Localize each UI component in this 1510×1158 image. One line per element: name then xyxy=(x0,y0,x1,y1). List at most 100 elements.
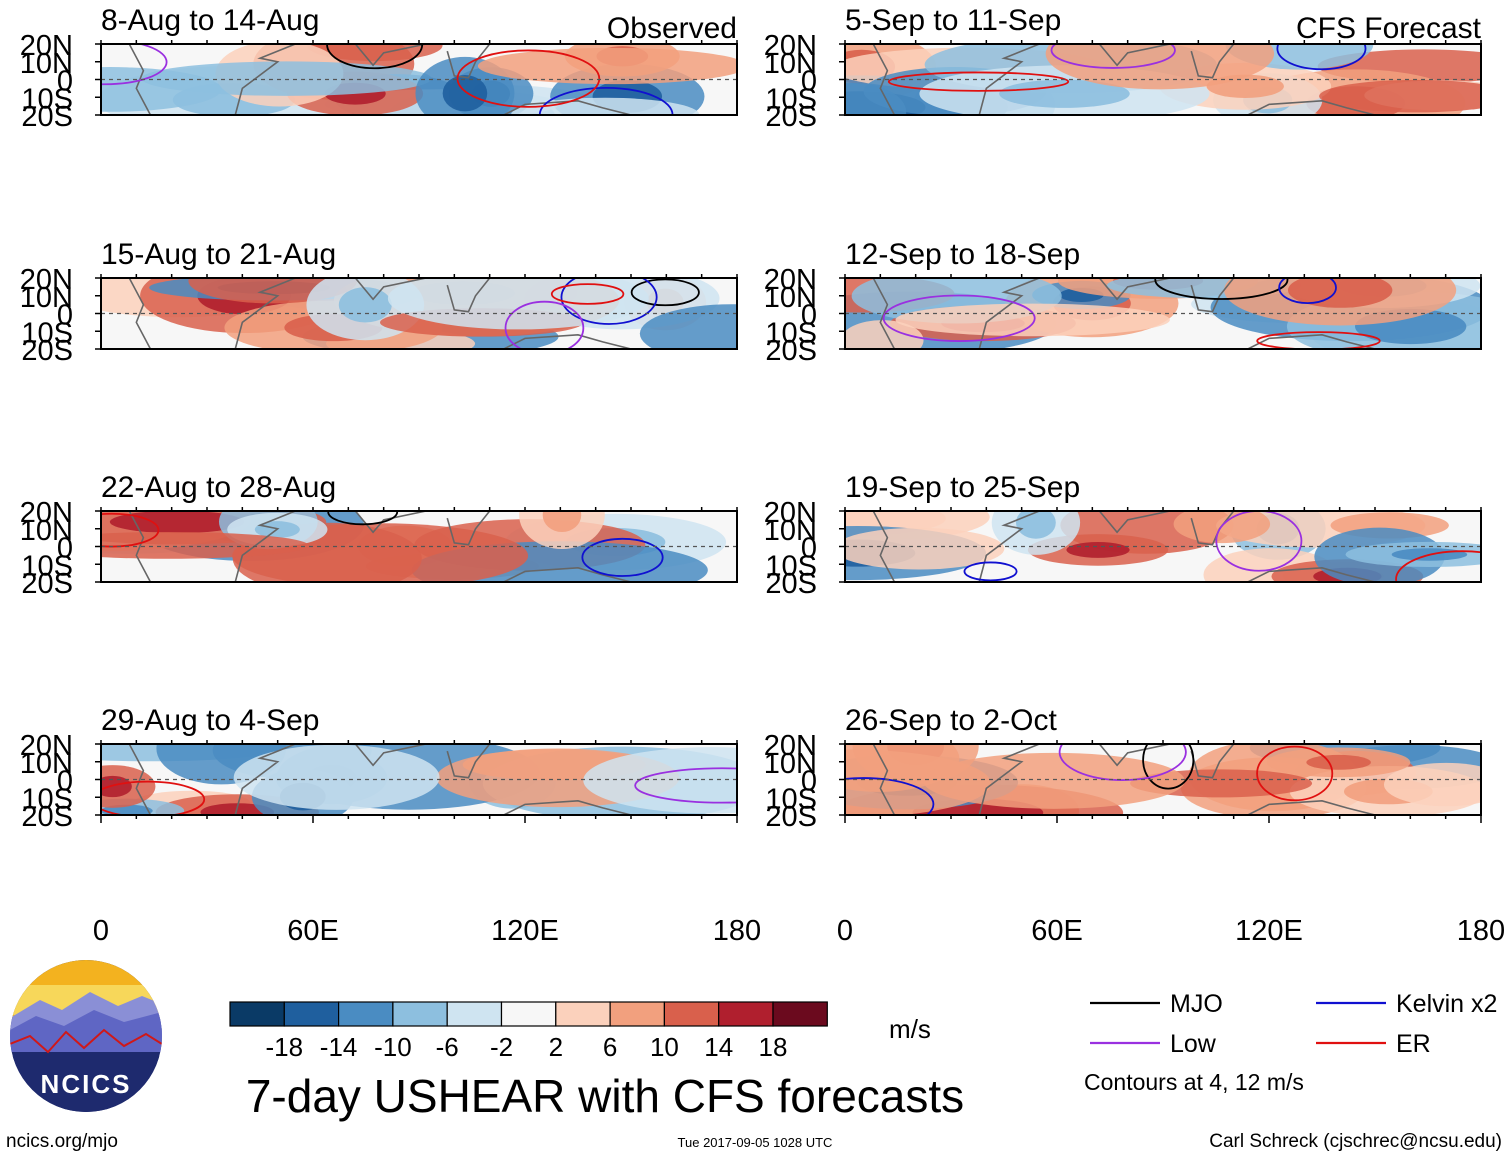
y-tick-label: 10S xyxy=(21,317,73,349)
wave-contour xyxy=(550,283,625,305)
y-tick-label: 10N xyxy=(764,282,817,314)
y-tick-label: 10S xyxy=(765,783,817,815)
shading-cell xyxy=(923,752,1185,809)
y-tick-label: 10N xyxy=(20,515,73,547)
coastline xyxy=(128,511,632,582)
colorbar-swatch xyxy=(283,1001,340,1027)
colorbar-tick-label: 6 xyxy=(603,1032,617,1062)
y-tick-label: 20N xyxy=(764,30,817,62)
wave-contour xyxy=(1276,44,1367,71)
site-link[interactable]: ncics.org/mjo xyxy=(6,1131,118,1152)
author-credit: Carl Schreck (cjschrec@ncsu.edu) xyxy=(1209,1131,1502,1152)
colorbar-tick-label: -6 xyxy=(436,1032,459,1062)
y-tick-label: 10N xyxy=(20,48,73,80)
shading-cell xyxy=(101,67,222,112)
coastline xyxy=(872,44,1376,115)
wave-contour xyxy=(1050,44,1176,69)
shading-cell xyxy=(583,747,737,814)
colorbar-swatch xyxy=(555,1001,611,1027)
legend-label: Kelvin x2 xyxy=(1396,990,1497,1018)
timestamp: Tue 2017-09-05 1028 UTC xyxy=(678,1135,833,1150)
shading-cell xyxy=(1045,44,1275,90)
shading-cell xyxy=(1066,542,1130,558)
y-tick-label: 20S xyxy=(765,568,817,600)
colorbar-swatch xyxy=(446,1001,503,1027)
wave-contour xyxy=(1278,278,1337,305)
shading-cell xyxy=(477,47,737,85)
y-tick-label: 0 xyxy=(801,533,817,565)
colorbar-swatch xyxy=(772,1001,828,1027)
shading-cell xyxy=(387,278,649,330)
legend-label: ER xyxy=(1396,1030,1431,1058)
y-tick-label: 20N xyxy=(764,264,817,296)
y-tick-label: 20N xyxy=(764,730,817,762)
legend: MJO Kelvin x2 Low ER Contours at 4, 12 m/s xyxy=(1084,990,1497,1095)
y-tick-label: 20S xyxy=(765,801,817,833)
shading-cell xyxy=(845,320,924,349)
colorbar-swatch xyxy=(392,1001,448,1027)
y-tick-label: 0 xyxy=(57,533,73,565)
shading-cell xyxy=(639,304,737,349)
y-tick-label: 20N xyxy=(764,497,817,529)
shading-cell xyxy=(895,303,1170,337)
shading-cell xyxy=(101,775,132,798)
colorbar-swatch xyxy=(500,1001,557,1027)
y-tick-label: 20S xyxy=(21,101,73,133)
y-tick-label: 10S xyxy=(21,83,73,115)
wave-contour xyxy=(630,278,700,307)
y-tick-label: 20S xyxy=(21,801,73,833)
y-tick-label: 0 xyxy=(801,66,817,98)
wave-contour xyxy=(634,767,737,804)
shading-cell xyxy=(1287,278,1393,308)
wave-contour xyxy=(845,777,935,815)
column-header: Observed xyxy=(607,12,737,45)
x-tick-label: 0 xyxy=(837,915,853,947)
y-tick-label: 20N xyxy=(20,730,73,762)
colorbar-swatch xyxy=(609,1001,665,1027)
panel-period-label: 29-Aug to 4-Sep xyxy=(101,704,319,737)
colorbar-tick-label: 10 xyxy=(650,1032,679,1062)
x-tick-label: 180 xyxy=(713,915,761,947)
wave-contour xyxy=(1215,511,1303,572)
y-tick-label: 10S xyxy=(765,317,817,349)
wave-contour xyxy=(882,294,1036,342)
panel-period-label: 15-Aug to 21-Aug xyxy=(101,238,336,271)
y-tick-label: 10N xyxy=(764,48,817,80)
y-tick-label: 20S xyxy=(765,335,817,367)
y-tick-label: 20N xyxy=(20,264,73,296)
shading-cell xyxy=(1306,754,1371,770)
colorbar-tick-label: -10 xyxy=(374,1032,412,1062)
shading-cell xyxy=(233,744,440,810)
colorbar-swatch xyxy=(663,1001,720,1027)
y-tick-label: 0 xyxy=(57,300,73,332)
y-tick-label: 20S xyxy=(21,568,73,600)
wave-contour xyxy=(1142,744,1195,790)
wave-contour xyxy=(101,780,206,815)
colorbar-swatch xyxy=(338,1001,394,1027)
wave-contour xyxy=(1154,278,1289,300)
y-tick-label: 0 xyxy=(57,66,73,98)
shading-cell xyxy=(999,79,1130,108)
column-header: CFS Forecast xyxy=(1296,12,1482,45)
legend-label: Low xyxy=(1170,1030,1217,1058)
y-tick-label: 10S xyxy=(765,550,817,582)
y-tick-label: 0 xyxy=(801,300,817,332)
y-tick-label: 20S xyxy=(21,335,73,367)
wave-contour xyxy=(887,71,1070,92)
colorbar-swatch xyxy=(718,1001,774,1027)
colorbar-tick-label: 18 xyxy=(759,1032,788,1062)
y-tick-label: 10S xyxy=(21,783,73,815)
wave-contour xyxy=(456,49,601,108)
wave-contour xyxy=(504,300,585,349)
shading-cell xyxy=(1016,511,1056,539)
x-tick-label: 180 xyxy=(1457,915,1505,947)
colorbar-tick-label: -14 xyxy=(320,1032,358,1062)
colorbar-tick-label: -2 xyxy=(490,1032,513,1062)
panel-period-label: 22-Aug to 28-Aug xyxy=(101,471,336,504)
